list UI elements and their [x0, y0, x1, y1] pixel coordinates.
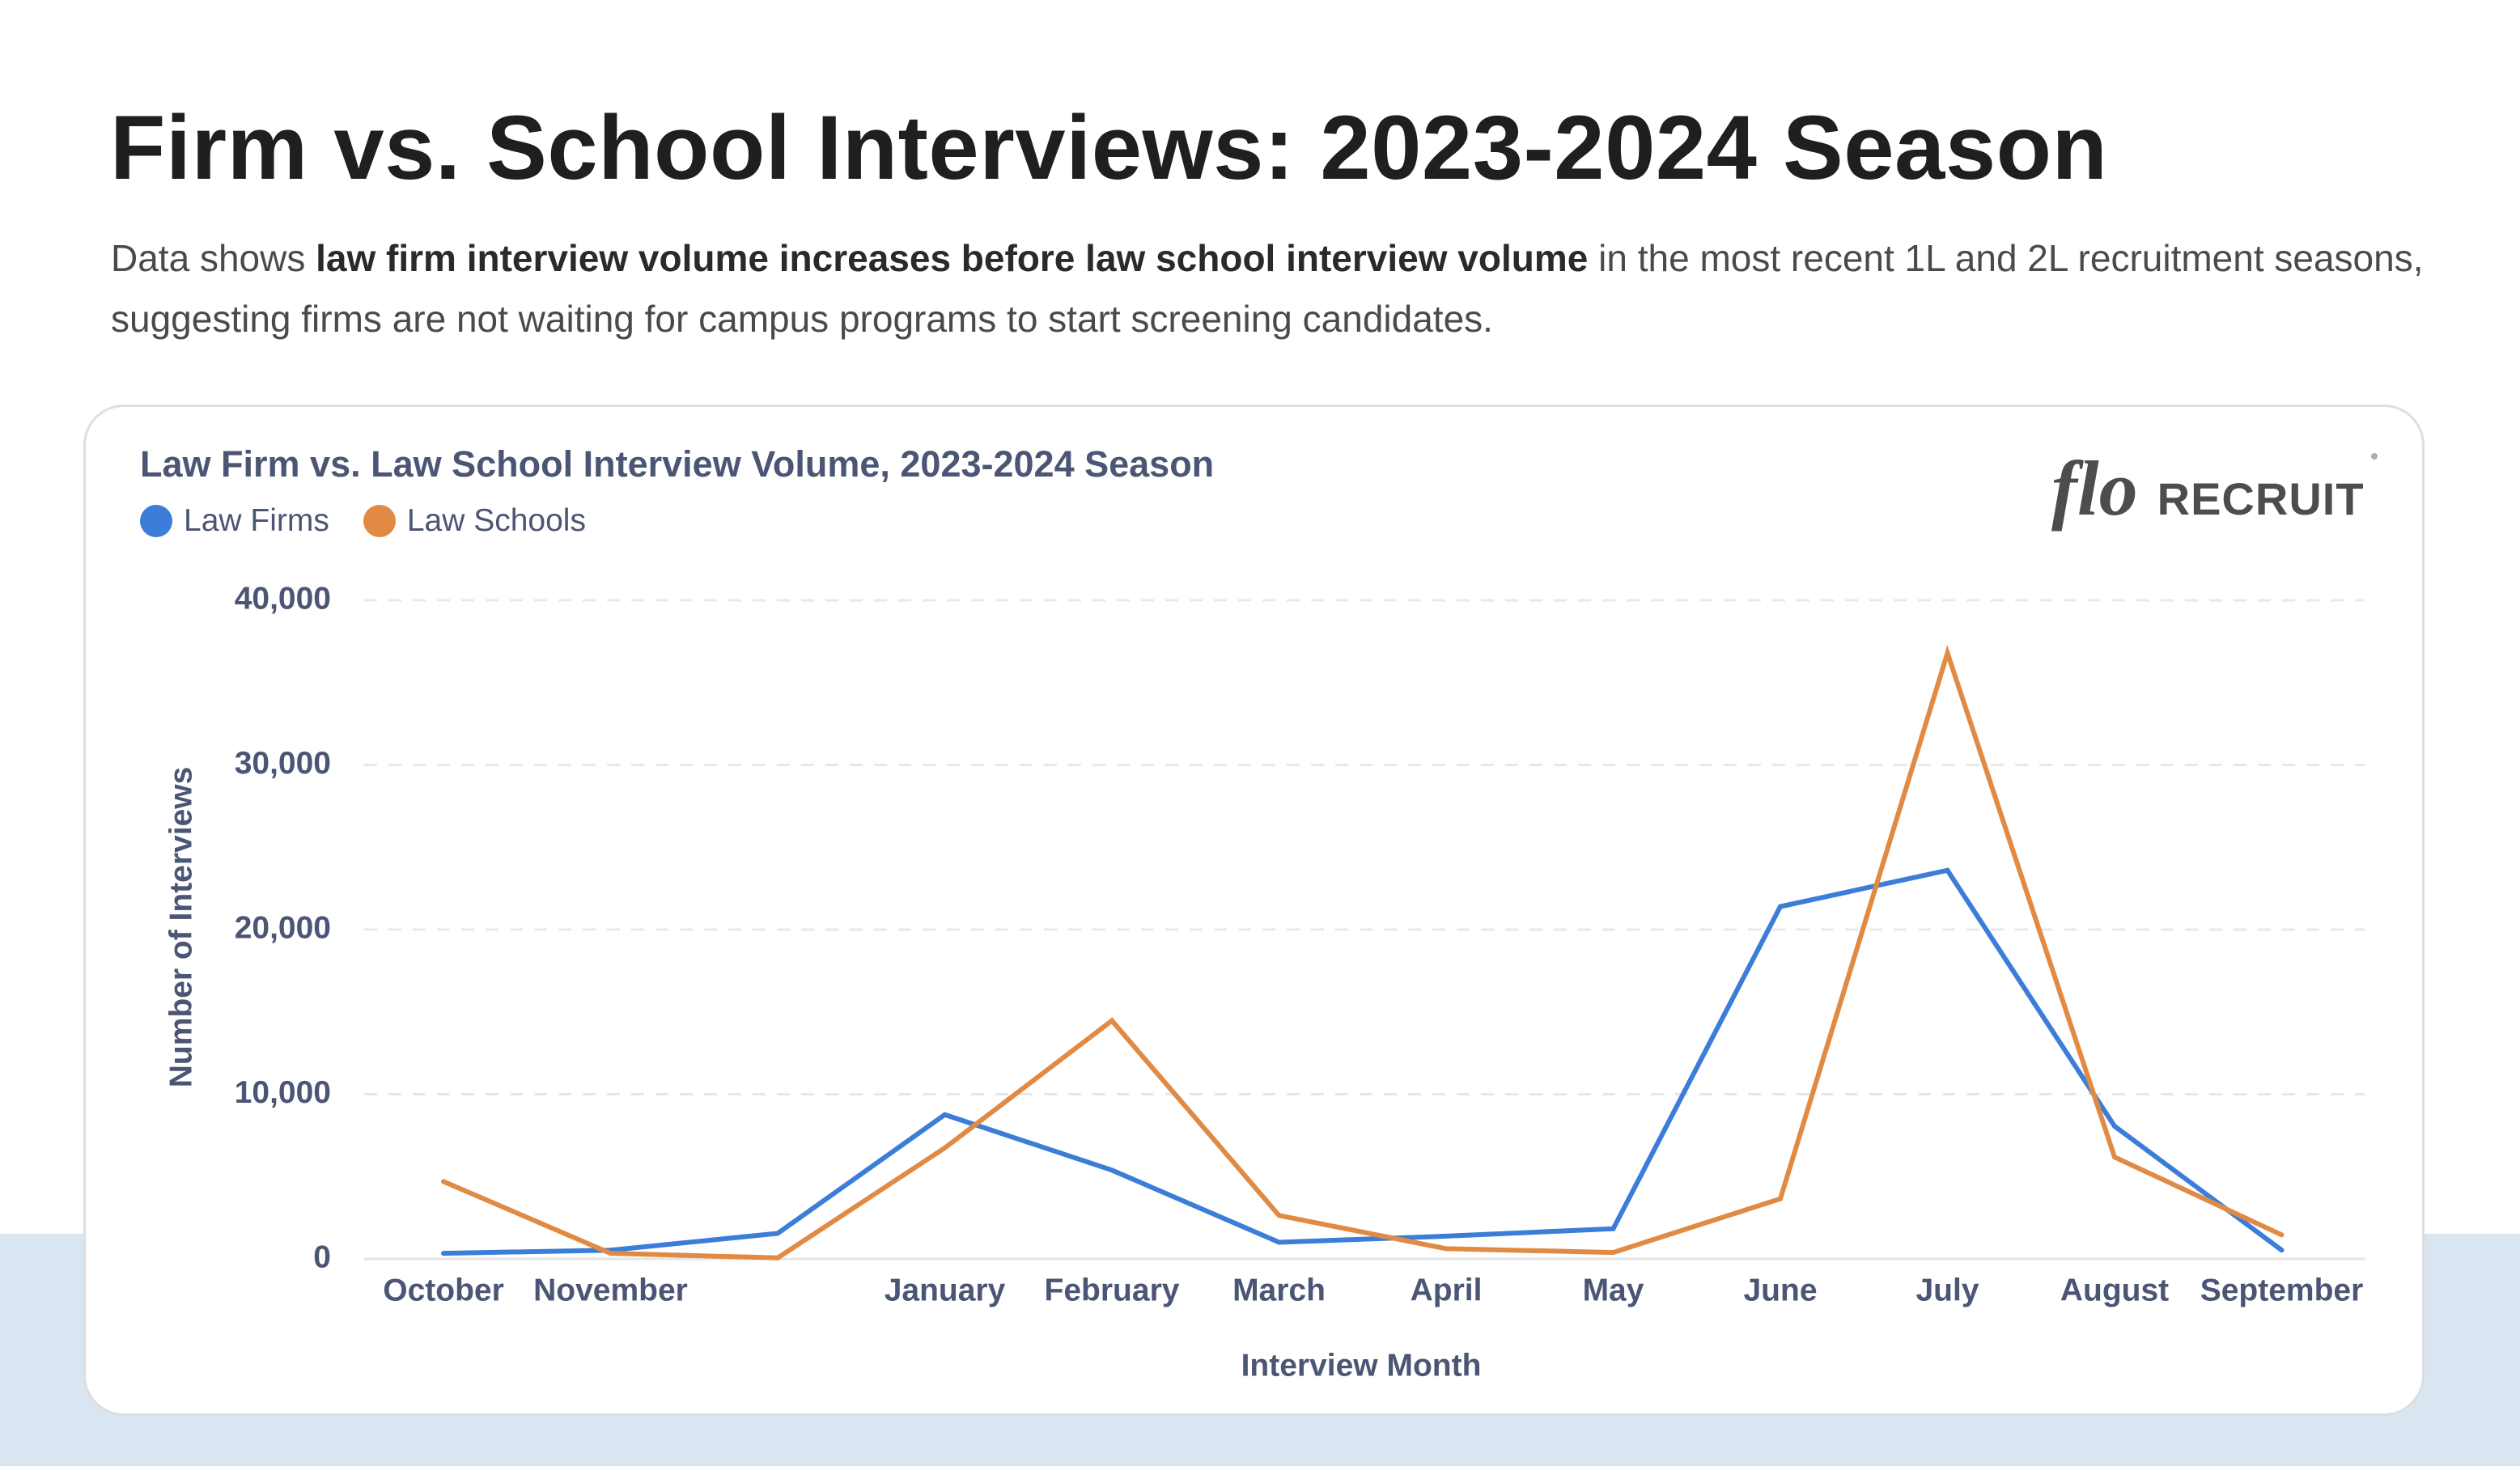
- x-tick-label: February: [1045, 1273, 1180, 1307]
- x-tick-label: March: [1232, 1273, 1326, 1307]
- data-point[interactable]: [1610, 1250, 1616, 1256]
- subtitle-text: Data shows: [111, 237, 316, 279]
- page-subtitle: Data shows law firm interview volume inc…: [111, 228, 2474, 350]
- data-point[interactable]: [775, 1255, 780, 1261]
- flo-recruit-logo: flo RECRUIT: [2051, 443, 2378, 533]
- x-tick-labels: October November January February March April…: [383, 1273, 2363, 1307]
- x-tick-label: November: [533, 1273, 688, 1307]
- legend-item-law-schools[interactable]: Law Schools: [363, 503, 586, 539]
- x-axis-label: Interview Month: [1241, 1348, 1482, 1383]
- data-point[interactable]: [1276, 1239, 1282, 1245]
- page-title: Firm vs. School Interviews: 2023-2024 Se…: [110, 97, 2108, 198]
- x-tick-label: September: [2200, 1273, 2364, 1307]
- y-tick-label: 30,000: [235, 746, 331, 781]
- series-line-law-firms[interactable]: [443, 867, 2284, 1256]
- y-tick-label: 40,000: [235, 581, 331, 616]
- x-tick-label: August: [2060, 1273, 2169, 1307]
- x-tick-label: June: [1743, 1273, 1817, 1307]
- data-point[interactable]: [1945, 867, 1950, 873]
- data-point[interactable]: [1778, 1196, 1783, 1201]
- data-point[interactable]: [1610, 1226, 1616, 1231]
- data-point[interactable]: [1444, 1233, 1449, 1239]
- data-point[interactable]: [2112, 1123, 2117, 1129]
- legend-label: Law Firms: [184, 503, 329, 538]
- legend-dot-icon: [140, 505, 172, 537]
- logo-word: RECRUIT: [2157, 473, 2365, 524]
- data-point[interactable]: [1778, 904, 1783, 909]
- data-point[interactable]: [1109, 1018, 1114, 1023]
- data-point[interactable]: [441, 1251, 446, 1256]
- x-tick-label: July: [1915, 1273, 1979, 1307]
- x-tick-label: May: [1583, 1273, 1644, 1307]
- x-tick-label: April: [1411, 1273, 1483, 1307]
- series-lines: [441, 645, 2285, 1261]
- legend-dot-icon: [363, 505, 396, 537]
- data-point[interactable]: [1276, 1213, 1282, 1218]
- data-point[interactable]: [1444, 1246, 1449, 1252]
- data-point[interactable]: [942, 1145, 948, 1150]
- data-point[interactable]: [2279, 1232, 2285, 1238]
- legend-label: Law Schools: [406, 503, 586, 538]
- chart-legend: Law Firms Law Schools: [140, 503, 620, 539]
- y-tick-labels: 0 10,000 20,000 30,000 40,000: [235, 581, 331, 1274]
- y-tick-label: 0: [313, 1239, 331, 1274]
- legend-item-law-firms[interactable]: Law Firms: [140, 503, 329, 539]
- logo-script: flo: [2051, 445, 2138, 532]
- data-point[interactable]: [1109, 1167, 1114, 1173]
- y-tick-label: 20,000: [235, 910, 331, 945]
- chart-title: Law Firm vs. Law School Interview Volume…: [140, 443, 1215, 485]
- subtitle-emphasis: law firm interview volume increases befo…: [316, 237, 1589, 279]
- data-point[interactable]: [441, 1179, 446, 1184]
- x-tick-label: January: [885, 1273, 1006, 1307]
- gridlines: [364, 599, 2365, 1261]
- x-tick-label: October: [383, 1273, 504, 1307]
- y-axis-label: Number of Interviews: [163, 767, 198, 1088]
- y-tick-label: 10,000: [235, 1075, 331, 1110]
- data-point[interactable]: [2112, 1155, 2117, 1160]
- series-line-law-schools[interactable]: [442, 645, 2283, 1261]
- data-point[interactable]: [608, 1251, 613, 1256]
- data-point[interactable]: [2279, 1248, 2285, 1253]
- data-point[interactable]: [1945, 650, 1950, 656]
- logo-mark-icon: [2370, 453, 2378, 460]
- data-point[interactable]: [775, 1231, 780, 1236]
- subtitle-text-rest: in the most recent 1L and 2L recruitment…: [111, 237, 2424, 340]
- data-point[interactable]: [942, 1112, 948, 1117]
